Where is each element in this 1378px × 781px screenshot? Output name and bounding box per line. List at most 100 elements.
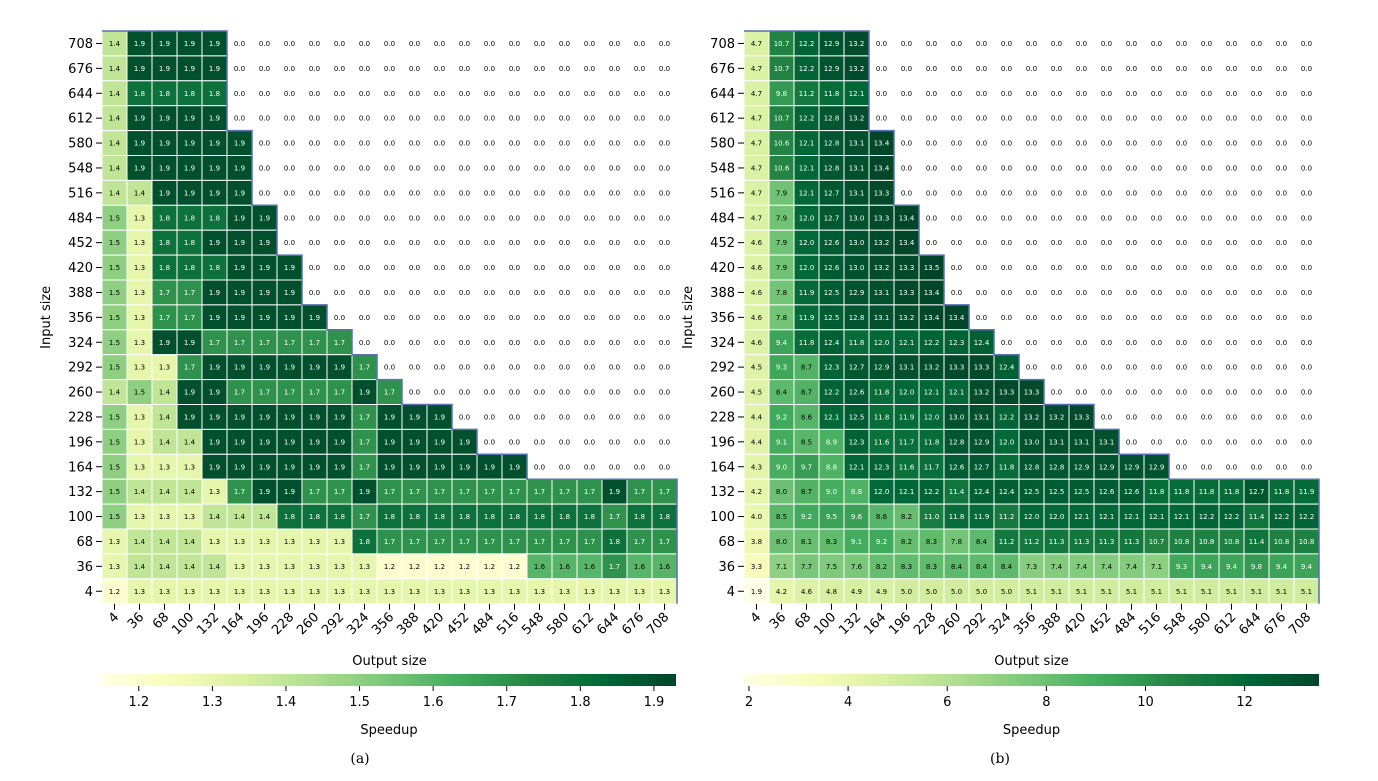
cell-value-label: 9.2	[801, 513, 812, 521]
cell-value-label: 1.3	[134, 314, 145, 322]
cell-value-label: 0.0	[1151, 214, 1162, 222]
heatmap-cell	[793, 528, 820, 555]
cell-value-label: 0.0	[584, 140, 595, 148]
cell-value-label: 12.1	[899, 339, 915, 347]
cell-value-label: 8.5	[776, 513, 787, 521]
cell-value-label: 0.0	[534, 90, 545, 98]
cell-value-label: 1.4	[184, 563, 196, 571]
cell-value-label: 4.7	[751, 65, 762, 73]
heatmap-cell	[818, 453, 845, 480]
x-tick-label: 420	[419, 610, 447, 638]
cell-value-label: 9.8	[776, 90, 787, 98]
cell-value-label: 0.0	[1226, 413, 1237, 421]
heatmap-cell	[176, 254, 203, 281]
heatmap-cell	[126, 254, 153, 281]
cell-value-label: 0.0	[1051, 314, 1062, 322]
cell-value-label: 0.0	[459, 289, 470, 297]
cell-value-label: 1.9	[234, 239, 245, 247]
heatmap-cell	[126, 329, 153, 356]
cell-value-label: 0.0	[534, 264, 545, 272]
cell-value-label: 1.7	[359, 513, 370, 521]
cell-value-label: 1.9	[284, 413, 295, 421]
heatmap-cell	[1193, 553, 1220, 580]
heatmap-cell	[1243, 503, 1270, 530]
cell-value-label: 0.0	[1051, 364, 1062, 372]
cell-value-label: 13.5	[924, 264, 940, 272]
x-tick-label: 260	[294, 610, 322, 638]
cell-value-label: 13.2	[849, 40, 865, 48]
cell-value-label: 0.0	[1226, 289, 1237, 297]
cell-value-label: 0.0	[509, 115, 520, 123]
cell-value-label: 8.8	[826, 463, 837, 471]
heatmap-cell	[1168, 578, 1195, 605]
cell-value-label: 1.9	[184, 339, 195, 347]
cell-value-label: 1.3	[134, 239, 145, 247]
cell-value-label: 0.0	[1101, 413, 1112, 421]
y-tick-label: 4	[85, 585, 93, 600]
heatmap-cell	[793, 428, 820, 455]
cell-value-label: 1.3	[284, 563, 295, 571]
cell-value-label: 0.0	[1226, 40, 1237, 48]
cell-value-label: 4.7	[751, 90, 762, 98]
cell-value-label: 0.0	[1076, 289, 1087, 297]
cell-value-label: 0.0	[584, 40, 595, 48]
cell-value-label: 10.6	[774, 164, 790, 172]
cell-value-label: 1.2	[434, 563, 445, 571]
cell-value-label: 0.0	[509, 314, 520, 322]
cell-value-label: 0.0	[951, 115, 962, 123]
cell-value-label: 0.0	[1026, 115, 1037, 123]
heatmap-cell	[201, 179, 228, 206]
cell-value-label: 0.0	[1101, 289, 1112, 297]
cell-value-label: 1.9	[209, 413, 220, 421]
cell-value-label: 0.0	[484, 314, 495, 322]
heatmap-cell	[301, 553, 328, 580]
cell-value-label: 12.6	[1124, 488, 1140, 496]
heatmap-cell	[551, 528, 578, 555]
cell-value-label: 4.4	[751, 438, 763, 446]
cell-value-label: 13.2	[1024, 413, 1040, 421]
cell-value-label: 0.0	[1076, 40, 1087, 48]
heatmap-cell	[993, 453, 1020, 480]
heatmap-cell	[918, 578, 945, 605]
cell-value-label: 1.9	[259, 289, 270, 297]
cell-value-label: 8.7	[801, 364, 812, 372]
y-tick-label: 420	[68, 261, 93, 276]
cell-value-label: 0.0	[609, 339, 620, 347]
cell-value-label: 12.5	[824, 289, 840, 297]
heatmap-cell	[943, 578, 970, 605]
cell-value-label: 1.3	[259, 538, 270, 546]
cell-value-label: 0.0	[1201, 389, 1212, 397]
heatmap-cell	[743, 478, 770, 505]
cell-value-label: 0.0	[509, 65, 520, 73]
heatmap-cell	[993, 428, 1020, 455]
y-tick-label: 516	[68, 186, 93, 201]
heatmap-cell	[1218, 503, 1245, 530]
cell-value-label: 0.0	[559, 40, 570, 48]
heatmap-cell	[376, 379, 403, 406]
cell-value-label: 0.0	[1151, 364, 1162, 372]
heatmap-cell	[176, 528, 203, 555]
cell-value-label: 0.0	[484, 364, 495, 372]
cell-value-label: 0.0	[609, 239, 620, 247]
cell-value-label: 1.3	[409, 588, 420, 596]
cell-value-label: 1.8	[159, 214, 170, 222]
cell-value-label: 0.0	[309, 65, 320, 73]
cell-value-label: 10.8	[1299, 538, 1315, 546]
cell-value-label: 0.0	[484, 239, 495, 247]
cell-value-label: 12.3	[874, 463, 890, 471]
cell-value-label: 0.0	[659, 164, 670, 172]
cell-value-label: 0.0	[559, 314, 570, 322]
cell-value-label: 1.7	[459, 488, 470, 496]
cell-value-label: 0.0	[609, 65, 620, 73]
cell-value-label: 8.7	[801, 488, 812, 496]
cell-value-label: 1.9	[309, 413, 320, 421]
heatmap-cell	[376, 553, 403, 580]
cell-value-label: 0.0	[359, 239, 370, 247]
cell-value-label: 0.0	[659, 438, 670, 446]
cell-value-label: 1.4	[134, 563, 146, 571]
cell-value-label: 0.0	[1201, 65, 1212, 73]
cell-value-label: 1.5	[109, 289, 120, 297]
colorbar-tick-label: 1.4	[276, 695, 297, 710]
y-tick-label: 196	[710, 435, 735, 450]
cell-value-label: 0.0	[634, 40, 645, 48]
